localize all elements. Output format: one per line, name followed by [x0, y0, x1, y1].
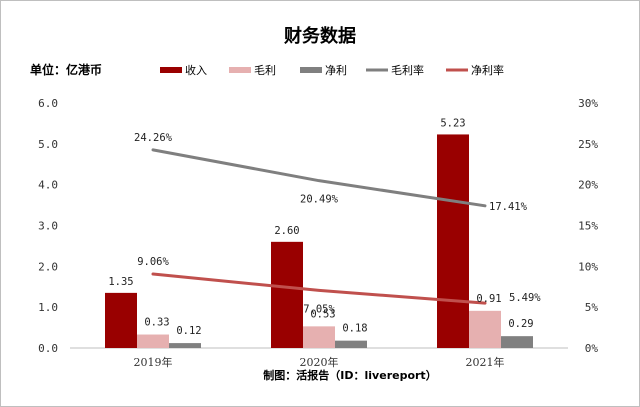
y-right-tick-label: 15%: [578, 220, 598, 233]
bar-净利: [169, 343, 201, 348]
bar-收入: [105, 292, 137, 348]
x-tick-label: 2019年: [134, 355, 173, 369]
bar-毛利: [469, 310, 501, 348]
lines: [151, 148, 487, 305]
bar-data-label: 2.60: [274, 225, 299, 237]
bar-data-label: 0.91: [476, 293, 501, 305]
unit-label: 单位：亿港币: [30, 62, 102, 77]
chart-footer: 制图：活报告（ID：livereport）: [263, 368, 436, 382]
line-毛利率: [151, 148, 487, 208]
bar-data-label: 1.35: [108, 276, 133, 288]
legend-label: 收入: [185, 63, 207, 77]
bar-data-label: 0.33: [144, 317, 169, 329]
bar-收入: [271, 241, 303, 348]
y-right-tick-label: 20%: [578, 179, 598, 192]
line-data-label: 17.41%: [489, 201, 528, 213]
y-left-tick-label: 0.0: [38, 342, 58, 355]
line-data-label: 20.49%: [300, 194, 339, 206]
bar-净利: [335, 340, 367, 348]
y-left-tick-label: 2.0: [38, 260, 58, 273]
data-labels: 1.35 2.60 5.23 0.33 0.53 0.91 0.12 0.18 0.29 24.2…: [108, 117, 541, 337]
y-right-tick-label: 25%: [578, 138, 598, 151]
bar-data-label: 0.53: [310, 308, 335, 320]
bar-收入: [437, 134, 469, 348]
legend-label: 净利: [325, 63, 347, 77]
bars: [105, 134, 533, 348]
legend: 收入 毛利 净利 毛利率 净利率: [160, 63, 504, 77]
line-data-label: 5.49%: [509, 292, 541, 304]
line-data-label: 24.26%: [134, 132, 173, 144]
bar-data-label: 0.18: [342, 323, 367, 335]
y-right-tick-label: 10%: [578, 260, 598, 273]
y-right-tick-label: 30%: [578, 97, 598, 110]
legend-swatch: [160, 67, 182, 73]
line-净利率: [151, 272, 487, 305]
line-data-label: 7.05%: [303, 303, 335, 315]
bar-data-label: 5.23: [440, 117, 465, 129]
y-right-tick-label: 0%: [585, 342, 599, 355]
bar-data-label: 0.12: [176, 325, 201, 337]
legend-swatch: [300, 67, 322, 73]
y-left-tick-label: 5.0: [38, 138, 58, 151]
bar-data-label: 0.29: [508, 318, 533, 330]
x-tick-label: 2021年: [466, 355, 505, 369]
y-left-tick-label: 6.0: [38, 97, 58, 110]
y-left-tick-label: 4.0: [38, 179, 58, 192]
y-left-tick-label: 1.0: [38, 301, 58, 314]
legend-label: 净利率: [471, 63, 504, 77]
y-right-tick-label: 5%: [585, 301, 599, 314]
x-tick-label: 2020年: [300, 355, 339, 369]
line-data-label: 9.06%: [137, 256, 169, 268]
bar-毛利: [137, 334, 169, 348]
y-left-tick-label: 3.0: [38, 220, 58, 233]
legend-swatch: [229, 67, 251, 73]
legend-label: 毛利率: [391, 63, 424, 77]
bar-毛利: [303, 326, 335, 348]
legend-label: 毛利: [254, 64, 276, 77]
bar-净利: [501, 336, 533, 348]
chart-title: 财务数据: [284, 25, 356, 47]
